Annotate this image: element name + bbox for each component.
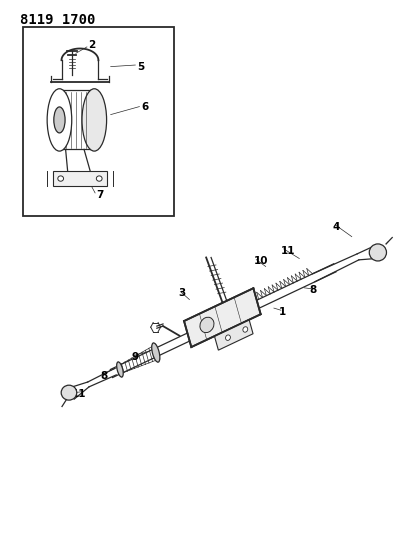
Ellipse shape: [58, 176, 63, 181]
Text: 8: 8: [309, 286, 316, 295]
Ellipse shape: [225, 335, 230, 341]
Text: 4: 4: [331, 222, 339, 231]
Bar: [53, 171, 106, 186]
Text: 2: 2: [88, 41, 95, 50]
Text: 7: 7: [96, 190, 103, 199]
Polygon shape: [214, 320, 252, 350]
Ellipse shape: [47, 88, 72, 151]
Text: 8: 8: [100, 371, 108, 381]
Ellipse shape: [200, 317, 213, 333]
Ellipse shape: [369, 244, 386, 261]
Ellipse shape: [242, 327, 247, 332]
Text: 6: 6: [141, 102, 148, 111]
Text: 1: 1: [278, 307, 285, 317]
Ellipse shape: [96, 176, 102, 181]
Text: 5: 5: [137, 62, 144, 71]
Ellipse shape: [54, 107, 65, 133]
Text: 11: 11: [280, 246, 294, 255]
Text: 8119 1700: 8119 1700: [20, 13, 96, 27]
Text: 11: 11: [72, 390, 86, 399]
Bar: [22, 27, 174, 216]
Ellipse shape: [61, 385, 76, 400]
Text: 3: 3: [178, 288, 185, 298]
Ellipse shape: [82, 88, 106, 151]
Ellipse shape: [117, 362, 123, 377]
Text: 10: 10: [254, 256, 268, 266]
Text: 9: 9: [131, 352, 138, 362]
Ellipse shape: [151, 343, 160, 362]
Polygon shape: [184, 288, 260, 347]
